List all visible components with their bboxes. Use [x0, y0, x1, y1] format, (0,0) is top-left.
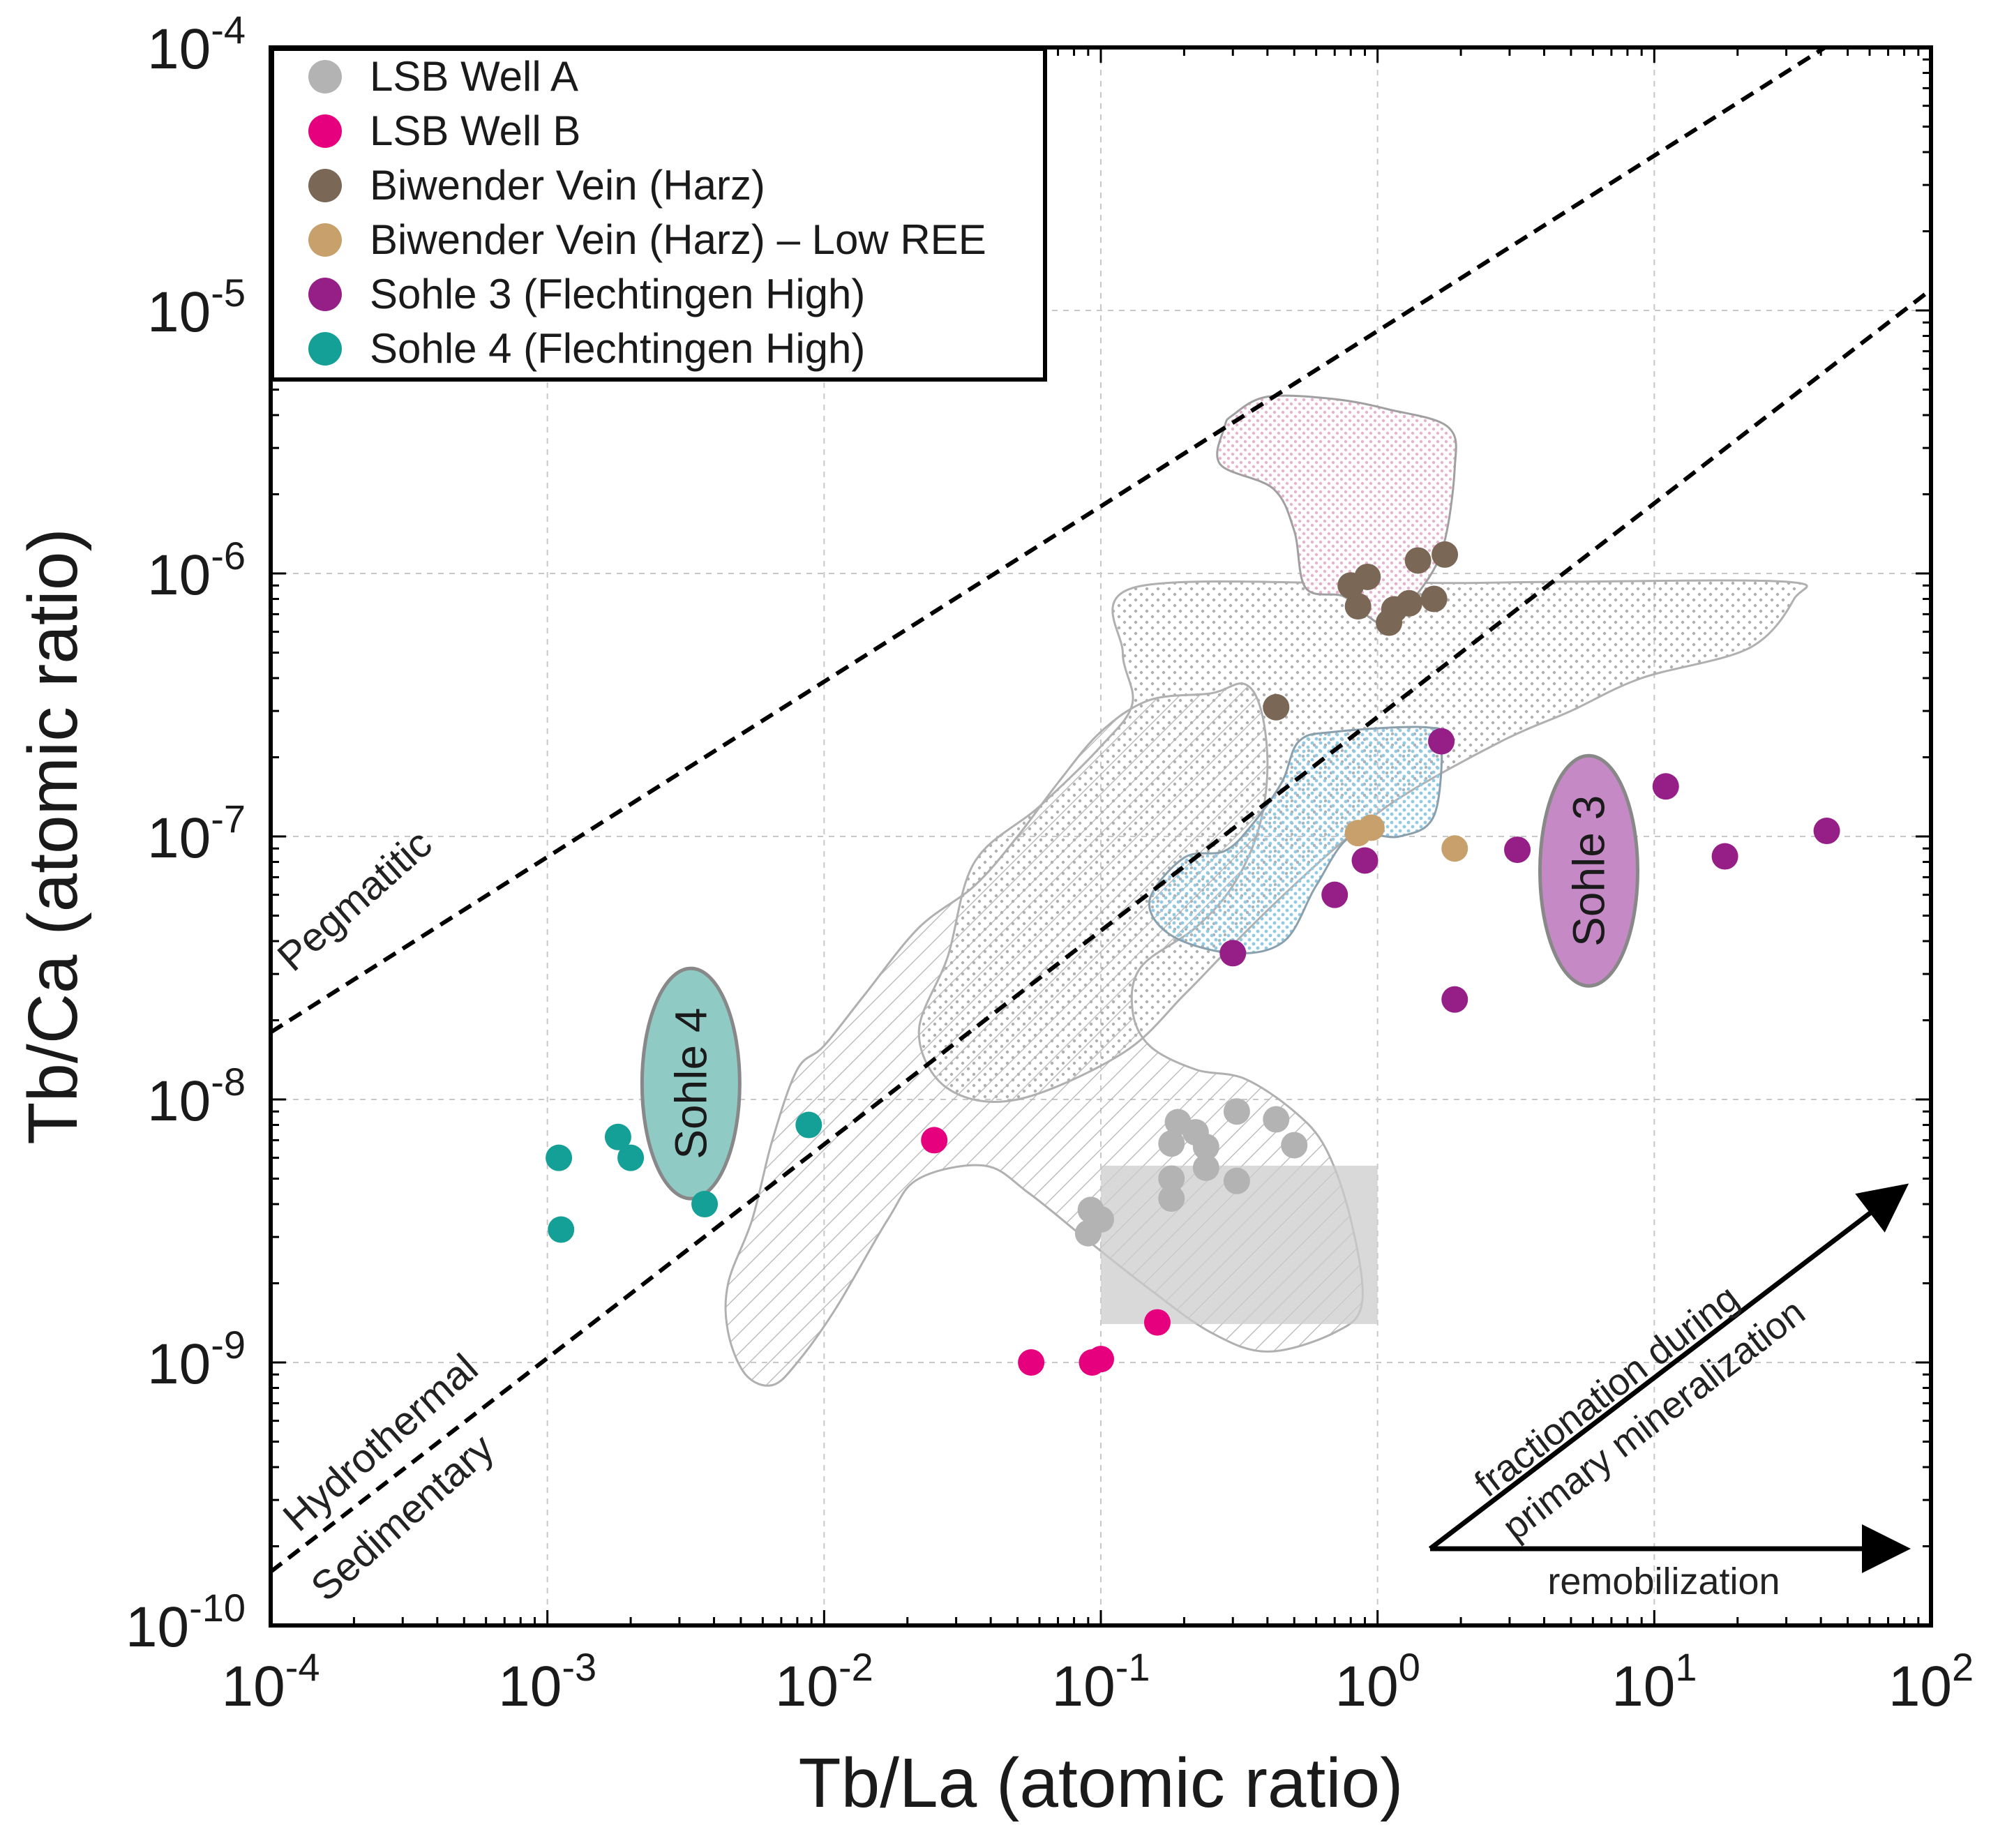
data-point	[1504, 836, 1531, 864]
data-point	[1223, 1167, 1250, 1194]
series-1	[921, 1127, 1171, 1376]
series-4	[1219, 728, 1840, 1013]
data-point	[1354, 563, 1381, 590]
x-tick-label: 10-1	[1051, 1645, 1150, 1718]
series-3	[1344, 814, 1468, 862]
data-point	[1652, 773, 1679, 800]
data-point	[1219, 940, 1247, 967]
legend-marker	[308, 114, 342, 148]
legend: LSB Well A LSB Well B Biwender Vein (Harz)…	[270, 47, 1047, 382]
reference-lines	[271, 47, 1931, 1574]
data-point	[1158, 1130, 1185, 1157]
fractionation-arrow	[1428, 1183, 1909, 1551]
x-tick-label: 100	[1335, 1645, 1420, 1718]
data-point	[548, 1216, 575, 1243]
data-point	[1441, 986, 1468, 1013]
data-point	[795, 1111, 822, 1139]
data-point	[1395, 589, 1422, 617]
legend-label: Biwender Vein (Harz)	[370, 162, 765, 209]
sohle-4-ellipse	[640, 966, 742, 1201]
data-point	[604, 1123, 631, 1150]
legend-item: Sohle 3 (Flechtingen High)	[308, 271, 865, 317]
legend-item: Sohle 4 (Flechtingen High)	[308, 325, 865, 372]
data-points	[546, 541, 1840, 1376]
data-point	[1088, 1205, 1114, 1233]
data-point	[1420, 585, 1448, 613]
legend-marker	[308, 169, 342, 202]
y-tick-label: 10-8	[147, 1060, 246, 1133]
legend-item: Biwender Vein (Harz) – Low REE	[308, 216, 986, 263]
legend-label: Sohle 4 (Flechtingen High)	[370, 325, 865, 372]
legend-marker	[308, 60, 342, 93]
legend-label: Sohle 3 (Flechtingen High)	[370, 271, 865, 317]
sohle-4-field-label: Sohle 4	[640, 966, 742, 1201]
data-point	[1813, 818, 1840, 845]
data-point	[1263, 1106, 1290, 1133]
y-tick-label: 10-9	[147, 1323, 246, 1396]
data-point	[546, 1144, 573, 1171]
legend-marker	[308, 278, 342, 311]
y-tick-label: 10-7	[147, 797, 246, 870]
sohle-3-text: Sohle 3	[1563, 795, 1614, 947]
series-5	[546, 1111, 822, 1243]
data-point	[1281, 1132, 1308, 1159]
sohle-3-ellipse	[1538, 753, 1639, 988]
legend-marker	[308, 332, 342, 366]
data-point	[1358, 814, 1385, 841]
legend-item: Biwender Vein (Harz)	[308, 162, 765, 209]
y-tick-label: 10-5	[147, 271, 246, 344]
x-tick-label: 10-2	[775, 1645, 873, 1718]
data-point	[1158, 1165, 1185, 1192]
remobilization-label: remobilization	[1547, 1561, 1780, 1602]
y-tick-label: 10-6	[147, 534, 246, 607]
data-point	[1143, 1309, 1171, 1336]
fractionation-arrows: fractionation during primary mineralizat…	[1428, 1183, 1911, 1602]
legend-item: LSB Well B	[308, 107, 580, 154]
legend-item: LSB Well A	[308, 53, 578, 100]
pegmatitic-label: Pegmatitic	[269, 821, 441, 980]
data-point	[1404, 547, 1432, 574]
data-point	[1263, 693, 1290, 721]
data-point	[617, 1144, 645, 1171]
data-point	[921, 1127, 948, 1154]
y-axis-label: Tb/Ca (atomic ratio)	[14, 528, 92, 1145]
data-point	[1321, 881, 1348, 908]
x-axis-label: Tb/La (atomic ratio)	[799, 1744, 1404, 1822]
series-2	[1263, 541, 1459, 721]
data-point	[1192, 1134, 1219, 1161]
pegmatitic-boundary-line	[271, 47, 1829, 1035]
legend-marker	[308, 223, 342, 257]
series-0	[1074, 1098, 1308, 1247]
x-tick-label: 10-3	[498, 1645, 596, 1718]
x-tick-label: 102	[1888, 1645, 1974, 1718]
x-tick-label: 101	[1611, 1645, 1697, 1718]
y-tick-labels: 10-10 10-9 10-8 10-7 10-6 10-5 10-4	[126, 8, 246, 1659]
data-point	[1223, 1098, 1250, 1125]
data-point	[1158, 1185, 1185, 1212]
data-point	[691, 1191, 719, 1218]
data-point	[1441, 835, 1468, 862]
legend-label: LSB Well A	[370, 53, 578, 100]
data-point	[1711, 843, 1738, 870]
x-tick-labels: 10-4 10-3 10-2 10-1 100 101 102	[221, 1645, 1974, 1718]
data-point	[1192, 1154, 1219, 1181]
y-tick-label: 10-10	[126, 1586, 246, 1659]
data-point	[1428, 728, 1455, 755]
x-tick-label: 10-4	[221, 1645, 320, 1718]
sohle-4-text: Sohle 4	[666, 1008, 716, 1159]
legend-label: Biwender Vein (Harz) – Low REE	[370, 216, 986, 263]
sohle-3-field-label: Sohle 3	[1538, 753, 1639, 988]
y-tick-label: 10-4	[147, 8, 246, 81]
data-point	[1351, 847, 1378, 874]
hydrothermal-sedimentary-boundary-line	[271, 287, 1931, 1574]
data-point	[1344, 593, 1372, 620]
data-point	[1432, 541, 1459, 568]
legend-label: LSB Well B	[370, 107, 580, 154]
data-point	[1018, 1349, 1045, 1376]
legend-box	[270, 47, 1047, 382]
data-point	[1088, 1346, 1114, 1373]
